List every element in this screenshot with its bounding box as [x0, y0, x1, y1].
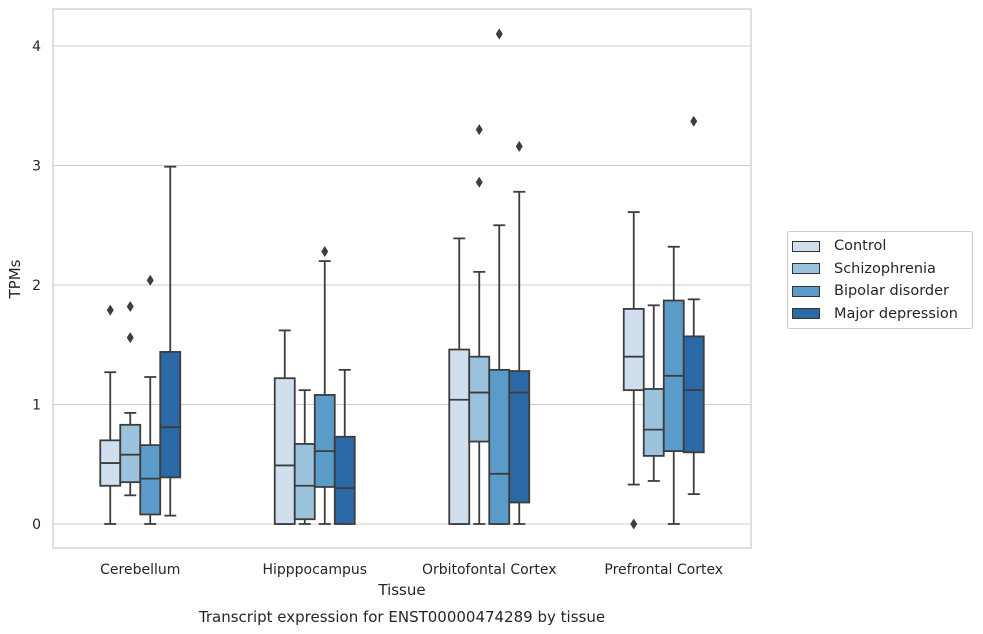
chart-caption: Transcript expression for ENST0000047428… [198, 608, 605, 626]
box [119, 423, 142, 484]
box [159, 351, 182, 479]
box [488, 368, 511, 525]
legend-swatch [792, 263, 820, 275]
legend-item: Schizophrenia [788, 258, 972, 281]
box [273, 377, 296, 525]
y-tick-labels: 0 1 2 3 4 [32, 39, 41, 533]
legend-swatch [792, 285, 820, 297]
legend-item: Bipolar disorder [788, 280, 972, 303]
y-tick-label: 1 [32, 398, 41, 414]
outlier-point [475, 176, 483, 188]
x-tick-label: Prefrontal Cortex [604, 562, 723, 578]
box [293, 443, 316, 521]
outlier-point [146, 274, 154, 286]
plot-frame [52, 8, 752, 549]
box [642, 388, 665, 457]
box [139, 444, 162, 516]
x-tick-labels: Cerebellum Hipppocampus Orbitofontal Corte… [100, 562, 723, 578]
legend-swatch [792, 308, 820, 320]
box [622, 307, 645, 392]
y-tick-label: 2 [32, 278, 41, 294]
y-tick-label: 4 [32, 39, 41, 55]
outlier-point [690, 115, 698, 127]
box [468, 355, 491, 443]
box [313, 394, 336, 488]
x-tick-label: Cerebellum [100, 562, 180, 578]
x-tick-label: Hipppocampus [262, 562, 367, 578]
x-axis-label: Tissue [377, 581, 425, 599]
outlier-point [495, 28, 503, 40]
outlier-point [126, 332, 134, 344]
outlier-point [630, 518, 638, 530]
legend-label: Major depression [834, 305, 958, 322]
y-tick-label: 3 [32, 159, 41, 175]
legend-item: Major depression [788, 303, 972, 326]
box [448, 348, 471, 525]
legend-item: Control [788, 235, 972, 258]
legend-label: Bipolar disorder [834, 283, 949, 300]
outlier-point [106, 304, 114, 316]
outlier-point [475, 124, 483, 136]
box [508, 370, 531, 504]
legend-swatch [792, 240, 820, 252]
box [333, 435, 356, 525]
legend-label: Control [834, 238, 887, 255]
outlier-point [321, 246, 329, 258]
outlier-point [515, 140, 523, 152]
legend-label: Schizophrenia [834, 260, 936, 277]
y-axis-label: TPMs [6, 259, 24, 299]
legend: Control Schizophrenia Bipolar disorder Majo… [787, 231, 973, 329]
outlier-point [126, 301, 134, 313]
box [682, 335, 705, 454]
box-group [99, 28, 705, 530]
x-tick-label: Orbitofontal Cortex [422, 562, 557, 578]
y-tick-label: 0 [32, 517, 41, 533]
